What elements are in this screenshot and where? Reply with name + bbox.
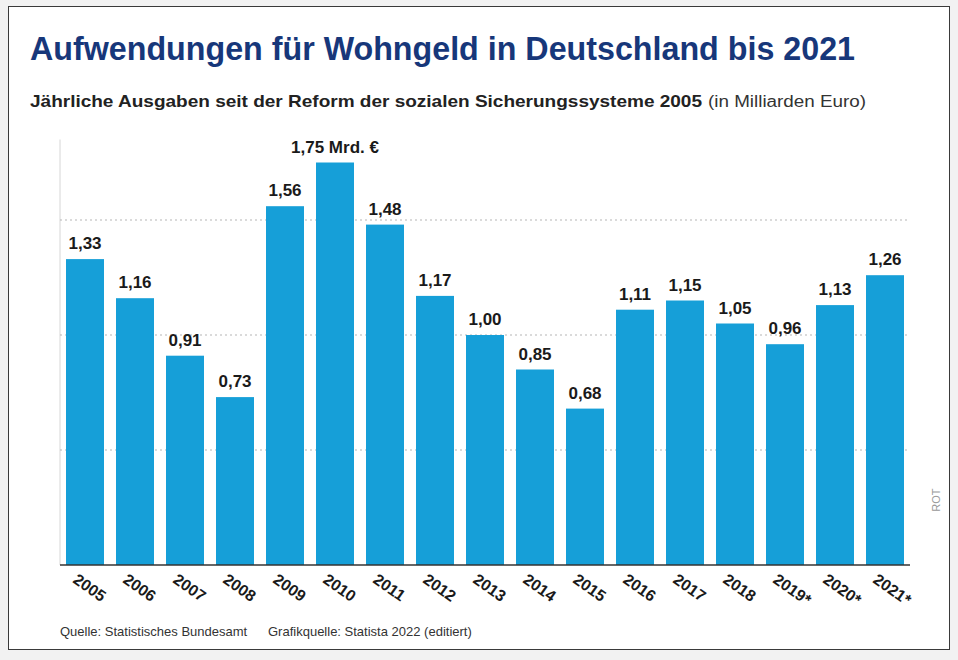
baseline	[60, 564, 910, 566]
category-label: 2012	[420, 571, 459, 605]
category-label: 2014	[520, 571, 559, 605]
bar	[166, 356, 204, 565]
bar	[816, 305, 854, 565]
bar	[766, 344, 804, 565]
category-label: 2007	[170, 571, 209, 605]
data-label: 1,05	[718, 299, 751, 318]
data-label: 1,56	[268, 181, 301, 200]
data-label: 1,17	[418, 271, 451, 290]
data-label: 1,11	[619, 285, 651, 304]
bar	[316, 163, 354, 566]
chart: Aufwendungen für Wohngeld in Deutschland…	[0, 0, 958, 660]
data-label: 1,75 Mrd. €	[291, 138, 379, 157]
bar	[116, 298, 154, 565]
bar	[866, 275, 904, 565]
bar	[716, 324, 754, 566]
category-label: 2021*	[870, 571, 915, 609]
graphic-source: Grafikquelle: Statista 2022 (editiert)	[268, 624, 472, 639]
category-label: 2015	[570, 571, 609, 605]
bar	[216, 397, 254, 565]
bar	[516, 370, 554, 566]
category-label: 2009	[270, 571, 309, 605]
grid-line	[60, 220, 910, 221]
category-label: 2019*	[770, 571, 815, 609]
y-axis	[60, 140, 61, 566]
bar	[266, 206, 304, 565]
bars	[66, 163, 904, 566]
subtitle-unit: (in Milliarden Euro)	[708, 93, 866, 110]
category-label: 2005	[70, 571, 109, 605]
category-label: 2006	[120, 571, 159, 605]
category-label: 2011	[370, 571, 408, 605]
data-label: 1,00	[468, 310, 501, 329]
data-label: 1,48	[368, 200, 401, 219]
category-label: 2017	[670, 571, 709, 605]
bar	[416, 296, 454, 565]
data-label: 0,68	[568, 384, 601, 403]
data-label: 1,16	[118, 273, 151, 292]
data-label: 0,96	[768, 319, 801, 338]
data-label: 0,73	[218, 372, 251, 391]
bar	[466, 335, 504, 565]
credit: ROT	[930, 488, 942, 512]
bar	[66, 259, 104, 565]
data-label: 0,91	[168, 331, 201, 350]
title: Aufwendungen für Wohngeld in Deutschland…	[30, 29, 855, 67]
category-label: 2016	[620, 571, 659, 605]
bar	[566, 409, 604, 565]
subtitle: Jährliche Ausgaben seit der Reform der s…	[30, 92, 702, 111]
data-label: 1,13	[818, 280, 851, 299]
data-label: 1,33	[68, 234, 101, 253]
bar	[616, 310, 654, 565]
data-label: 1,15	[668, 276, 701, 295]
bar	[666, 301, 704, 566]
category-label: 2013	[470, 571, 509, 605]
data-label: 1,26	[868, 250, 901, 269]
category-label: 2018	[720, 571, 759, 605]
data-label: 0,85	[518, 345, 551, 364]
category-label: 2020*	[820, 571, 865, 609]
source: Quelle: Statistisches Bundesamt	[60, 624, 248, 639]
category-label: 2010	[320, 571, 359, 605]
bar	[366, 225, 404, 565]
category-label: 2008	[220, 571, 259, 605]
